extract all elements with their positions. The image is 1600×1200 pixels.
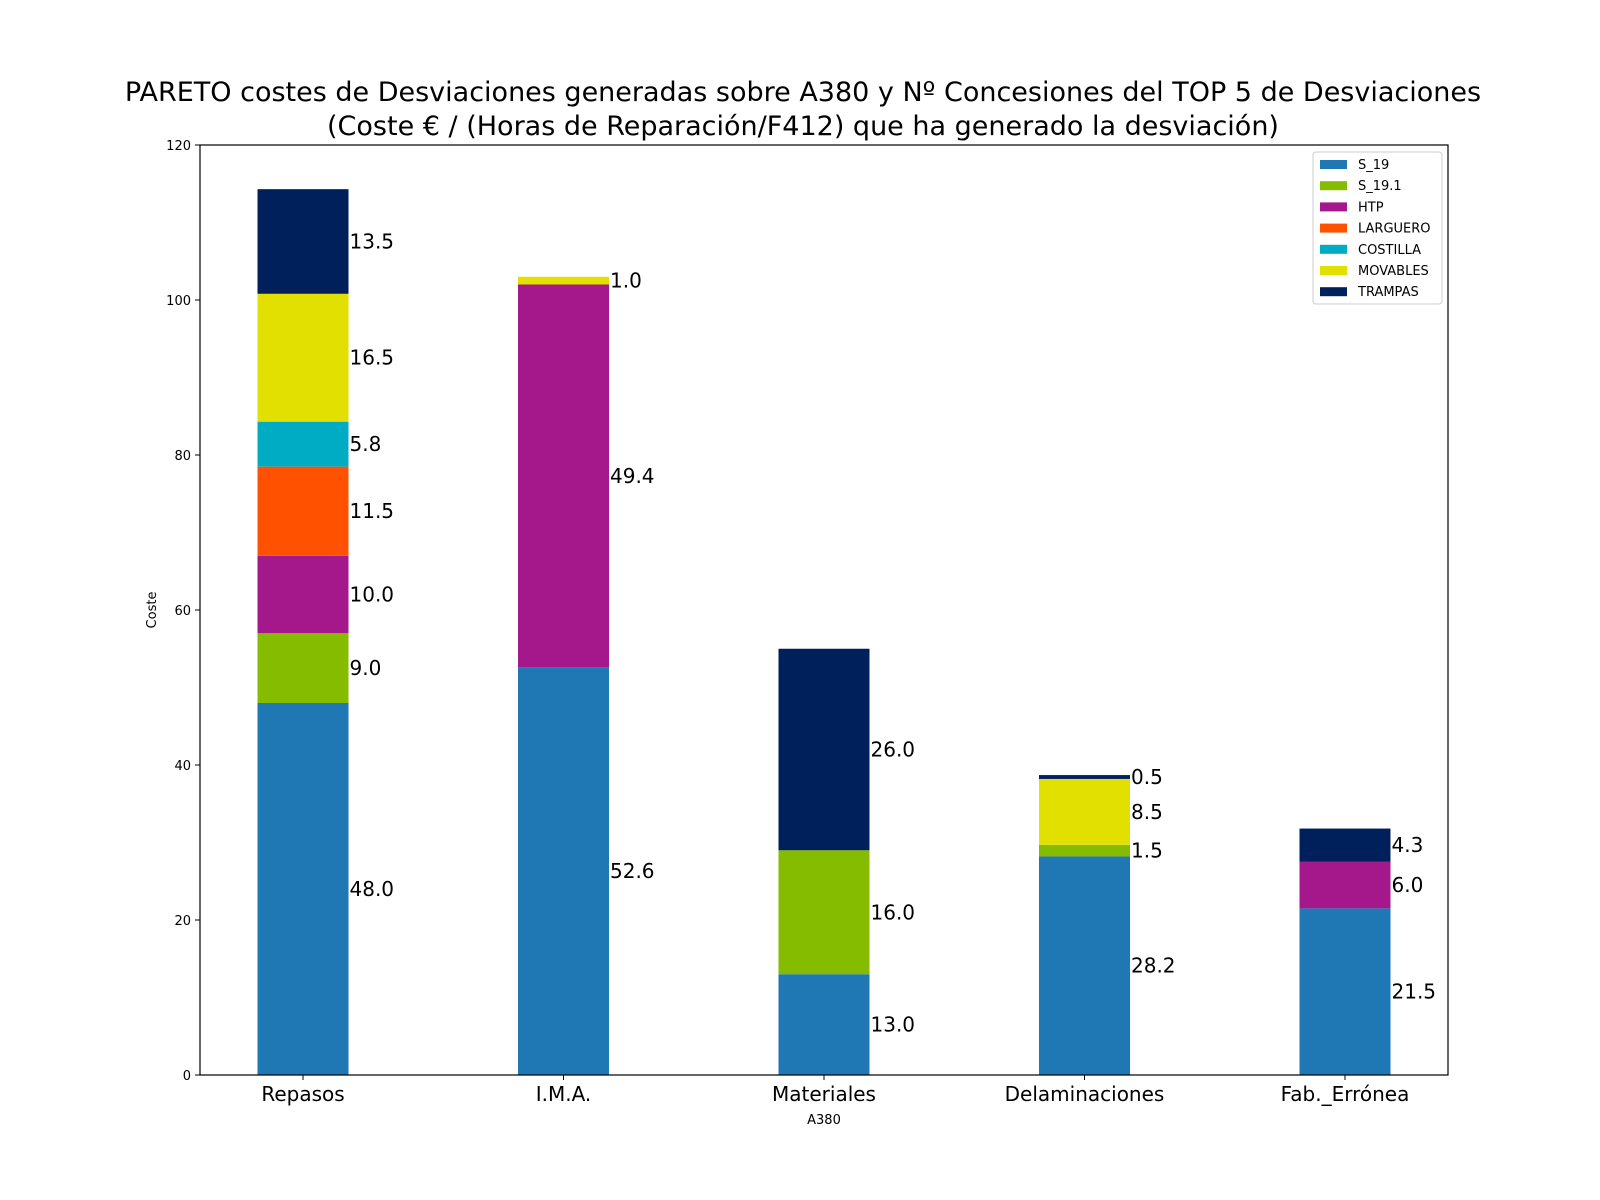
data-label-fab-err-nea-s-19: 21.5 [1392, 980, 1437, 1004]
legend-label-costilla: COSTILLA [1358, 243, 1421, 258]
data-label-delaminaciones-s-19: 28.2 [1131, 954, 1176, 978]
bar-delaminaciones-s-19 [1039, 856, 1130, 1075]
legend-label-s-19-1: S_19.1 [1358, 179, 1402, 194]
y-tick-label: 80 [174, 449, 191, 464]
legend-swatch-s-19 [1320, 160, 1347, 169]
data-label-i-m-a-movables: 1.0 [610, 269, 642, 293]
data-label-materiales-trampas: 26.0 [871, 738, 916, 762]
data-label-repasos-movables: 16.5 [350, 346, 395, 370]
data-label-repasos-larguero: 11.5 [350, 499, 395, 523]
x-tick-label: Materiales [772, 1082, 876, 1106]
bar-fab-err-nea-s-19 [1299, 908, 1391, 1075]
legend-swatch-costilla [1320, 244, 1347, 254]
data-label-fab-err-nea-htp: 6.0 [1392, 873, 1424, 897]
x-axis-label: A380 [807, 1113, 841, 1128]
chart-title: PARETO costes de Desviaciones generadas … [125, 77, 1481, 108]
bar-i-m-a-htp [518, 284, 609, 668]
x-tick-label: Delaminaciones [1005, 1082, 1165, 1106]
bars-layer [257, 189, 1391, 1075]
data-label-materiales-s-19-1: 16.0 [871, 900, 916, 924]
bar-fab-err-nea-htp [1299, 861, 1391, 909]
bar-materiales-s-19-1 [778, 850, 870, 975]
bar-delaminaciones-trampas [1039, 775, 1130, 779]
legend-swatch-movables [1320, 266, 1347, 275]
data-label-delaminaciones-trampas: 0.5 [1131, 765, 1163, 789]
legend-swatch-trampas [1320, 287, 1347, 297]
data-label-repasos-costilla: 5.8 [350, 432, 382, 456]
legend-swatch-larguero [1320, 223, 1347, 233]
data-label-fab-err-nea-trampas: 4.3 [1392, 833, 1424, 857]
data-label-delaminaciones-movables: 8.5 [1131, 800, 1163, 824]
bar-delaminaciones-movables [1039, 778, 1130, 845]
bar-repasos-costilla [257, 421, 349, 467]
x-axis-ticks: Repasos I.M.A. Materiales Delaminaciones Fab… [261, 1075, 1409, 1106]
legend-label-larguero: LARGUERO [1358, 222, 1431, 237]
data-label-i-m-a-htp: 49.4 [610, 464, 655, 488]
data-label-materiales-s-19: 13.0 [871, 1013, 916, 1037]
bar-delaminaciones-s-19-1 [1039, 844, 1130, 857]
x-tick-label: Repasos [261, 1082, 344, 1106]
y-tick-label: 100 [166, 294, 191, 309]
data-label-delaminaciones-s-19-1: 1.5 [1131, 839, 1163, 863]
bar-i-m-a-movables [518, 276, 609, 285]
bar-repasos-htp [257, 555, 349, 634]
data-label-repasos-trampas: 13.5 [350, 229, 395, 253]
bar-i-m-a-s-19 [518, 667, 609, 1075]
bar-materiales-s-19 [778, 974, 870, 1075]
x-tick-label: I.M.A. [536, 1082, 592, 1106]
y-tick-label: 20 [174, 914, 191, 929]
data-label-repasos-s-19: 48.0 [350, 877, 395, 901]
x-tick-label: Fab._Errónea [1281, 1082, 1410, 1106]
legend-swatch-s-19-1 [1320, 181, 1347, 191]
legend-label-s-19: S_19 [1358, 158, 1389, 173]
data-label-repasos-s-19-1: 9.0 [350, 656, 382, 680]
data-label-repasos-htp: 10.0 [350, 583, 395, 607]
bar-repasos-movables [257, 293, 349, 422]
bar-repasos-s-19-1 [257, 633, 349, 703]
y-tick-label: 60 [174, 604, 191, 619]
bar-repasos-trampas [257, 189, 349, 294]
legend-label-movables: MOVABLES [1358, 264, 1429, 279]
legend-label-trampas: TRAMPAS [1357, 285, 1419, 300]
legend: S_19 S_19.1 HTP LARGUERO COSTILLA MOVABLES TRA… [1312, 151, 1443, 305]
chart-subtitle: (Coste € / (Horas de Reparación/F412) qu… [327, 111, 1279, 142]
legend-swatch-htp [1320, 202, 1347, 212]
y-tick-label: 120 [166, 139, 191, 154]
y-axis-ticks: 0 20 40 60 80 100 120 [166, 139, 200, 1084]
y-tick-label: 40 [174, 759, 191, 774]
bar-materiales-trampas [778, 648, 870, 851]
y-axis-label: Coste [145, 592, 160, 629]
data-label-i-m-a-s-19: 52.6 [610, 859, 655, 883]
bar-repasos-s-19 [257, 703, 349, 1075]
bar-repasos-larguero [257, 466, 349, 556]
legend-label-htp: HTP [1358, 200, 1384, 215]
bar-fab-err-nea-trampas [1299, 828, 1391, 862]
y-tick-label: 0 [183, 1069, 191, 1084]
data-labels-layer: 48.0 9.0 10.0 11.5 5.8 16.5 13.5 52.6 49.4 1.0 13.… [350, 229, 1437, 1036]
